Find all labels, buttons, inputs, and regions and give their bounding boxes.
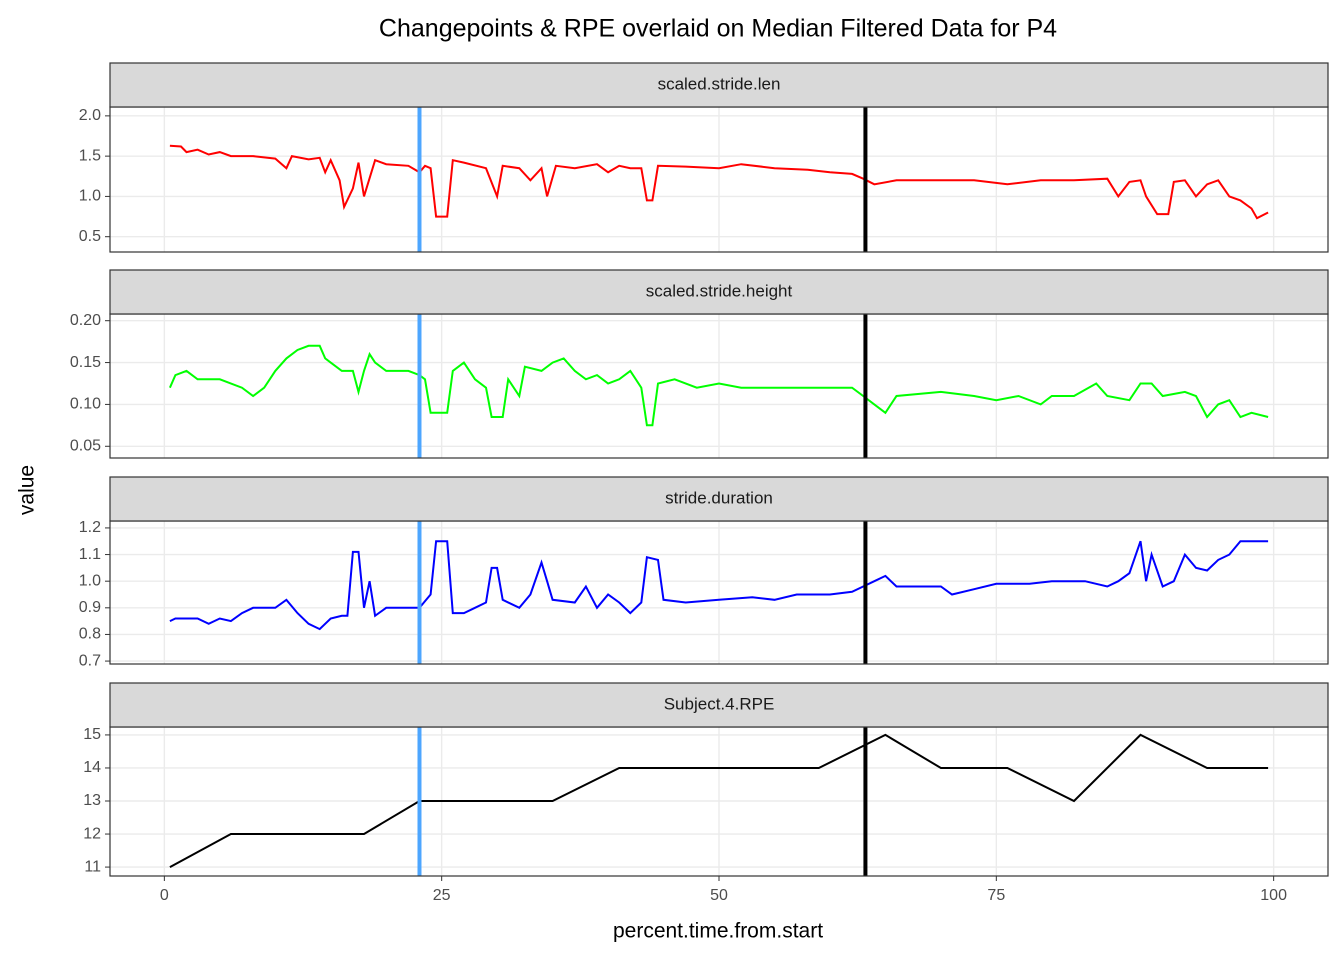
y-tick-label: 2.0 — [79, 107, 101, 124]
y-tick-label: 0.7 — [79, 652, 101, 669]
y-tick-label: 1.5 — [79, 147, 101, 164]
strip — [109, 62, 1329, 108]
y-tick-label: 13 — [83, 792, 101, 809]
data-line — [169, 144, 1269, 220]
data-line — [169, 733, 1269, 868]
chart-title: Changepoints & RPE overlaid on Median Fi… — [379, 15, 1057, 43]
y-tick-label: 1.2 — [79, 519, 101, 536]
y-tick-label: 0.8 — [79, 626, 101, 643]
y-tick-label: 0.9 — [79, 599, 101, 616]
y-tick-label: 15 — [83, 726, 101, 743]
x-tick-label: 100 — [1260, 887, 1287, 904]
y-axis-label: value — [16, 465, 39, 515]
data-line — [168, 344, 1269, 427]
data-line — [169, 540, 1269, 631]
x-axis-label: percent.time.from.start — [613, 920, 823, 943]
y-tick-label: 1.0 — [79, 572, 101, 589]
y-tick-label: 12 — [83, 825, 101, 842]
y-tick-label: 0.5 — [79, 228, 101, 245]
x-tick-label: 0 — [160, 887, 169, 904]
strip — [109, 269, 1329, 315]
y-tick-label: 0.10 — [70, 396, 101, 413]
strip-label: scaled.stride.len — [658, 74, 781, 93]
y-tick-label: 1.1 — [79, 546, 101, 563]
strip-label: stride.duration — [665, 488, 773, 507]
y-tick-label: 0.15 — [70, 354, 101, 371]
y-tick-label: 0.20 — [70, 312, 101, 329]
y-tick-label: 11 — [84, 858, 101, 875]
x-tick-label: 50 — [710, 887, 728, 904]
strip-label: scaled.stride.height — [646, 281, 793, 300]
y-tick-label: 0.05 — [70, 437, 101, 454]
strip — [109, 476, 1329, 522]
y-tick-label: 14 — [83, 759, 101, 776]
strip — [109, 682, 1329, 728]
x-tick-label: 25 — [433, 887, 451, 904]
y-tick-label: 1.0 — [79, 188, 101, 205]
strip-label: Subject.4.RPE — [664, 694, 775, 713]
x-tick-label: 75 — [987, 887, 1005, 904]
